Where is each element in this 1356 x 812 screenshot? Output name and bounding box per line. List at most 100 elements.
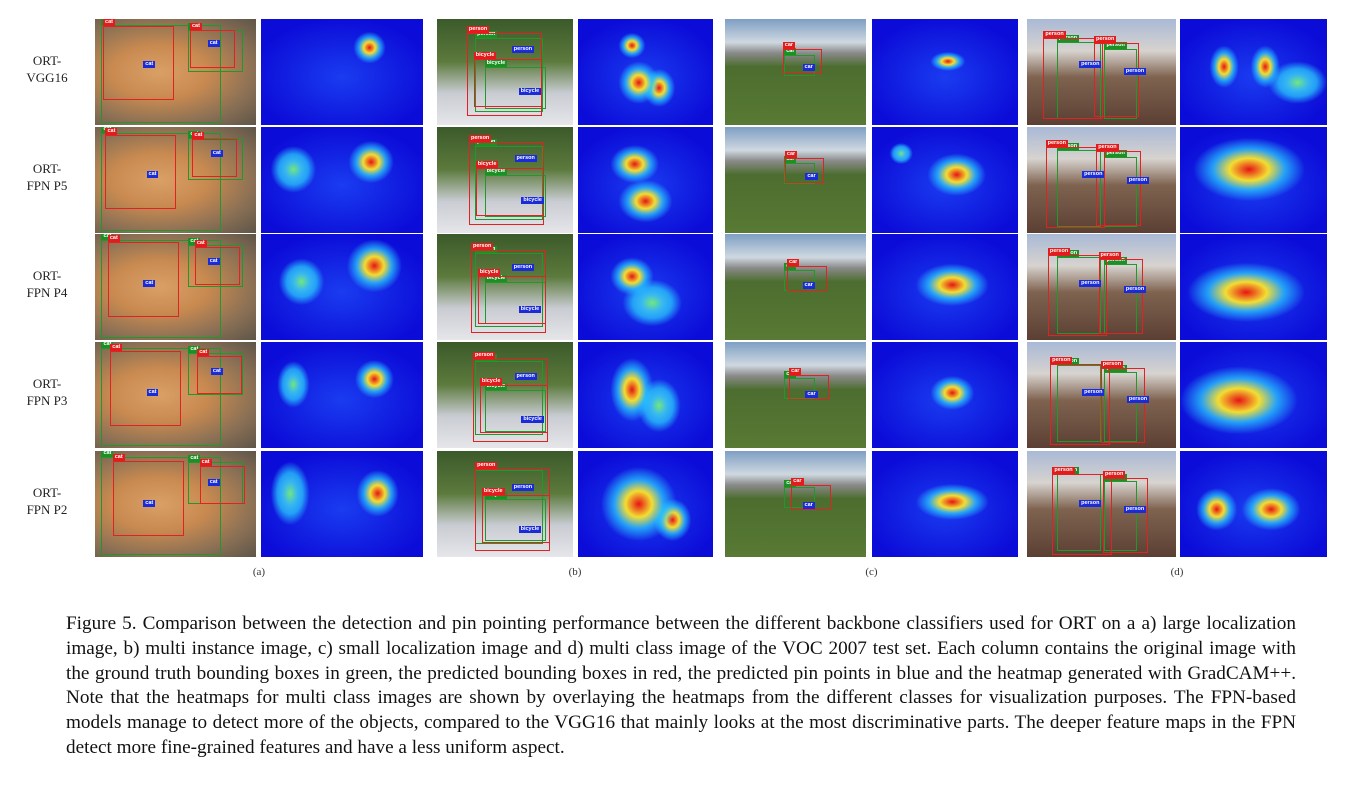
row-label-vgg16: ORT- VGG16 — [2, 52, 92, 86]
ground-truth-box — [1104, 480, 1138, 551]
predicted-tag: person — [1043, 31, 1066, 39]
predicted-tag: cat — [110, 344, 123, 352]
ground-truth-box — [784, 378, 816, 400]
predicted-tag: car — [782, 41, 796, 49]
pin-point-tag: person — [1082, 170, 1105, 178]
ground-truth-box — [484, 174, 546, 218]
ground-truth-box — [784, 487, 816, 509]
predicted-tag: car — [784, 150, 798, 158]
heatmap-d-p2 — [1180, 451, 1327, 557]
pin-point-tag: person — [511, 483, 535, 491]
ground-truth-tag: cat — [101, 234, 114, 241]
predicted-tag: person — [1045, 140, 1068, 148]
ground-truth-tag: car — [784, 480, 797, 488]
predicted-tag: person — [1052, 467, 1075, 475]
row-label-p3: ORT- FPN P3 — [2, 375, 92, 409]
heatmap-c-p3 — [872, 342, 1018, 448]
ground-truth-box — [188, 137, 244, 180]
row-label-line2: FPN P4 — [26, 285, 68, 300]
pin-point-tag: cat — [143, 279, 156, 287]
predicted-box — [105, 134, 177, 209]
predicted-box — [1043, 38, 1103, 119]
image-a-p3: cat cat cat cat cat cat — [95, 342, 256, 448]
image-c-p4: car car car — [725, 234, 866, 340]
pin-point-tag: person — [511, 45, 535, 53]
pin-point-tag: person — [511, 263, 535, 271]
predicted-box — [1098, 259, 1144, 334]
pin-point-tag: car — [805, 391, 818, 399]
predicted-tag: person — [468, 134, 492, 142]
pin-point-tag: person — [514, 155, 537, 163]
heatmap-c-p2 — [872, 451, 1018, 557]
predicted-box — [791, 484, 831, 511]
ground-truth-box — [475, 361, 544, 436]
heatmap-b-p4 — [578, 234, 713, 340]
predicted-tag: cat — [189, 22, 202, 30]
heatmap-a-vgg16 — [261, 19, 423, 125]
row-label-line1: ORT- — [32, 53, 62, 68]
predicted-box — [782, 48, 823, 75]
ground-truth-tag: cat — [188, 345, 201, 353]
heatmap-a-p3 — [261, 342, 423, 448]
row-label-line2: FPN P5 — [26, 178, 68, 193]
pin-point-tag: cat — [210, 367, 223, 375]
pin-point-tag: car — [802, 501, 815, 509]
predicted-tag: person — [466, 25, 490, 33]
ground-truth-box — [475, 38, 544, 113]
heatmap-d-p4 — [1180, 234, 1327, 340]
predicted-tag: person — [1094, 35, 1117, 43]
pin-point-tag: cat — [207, 258, 220, 266]
row-label-line2: FPN P3 — [26, 393, 68, 408]
heatmap-b-vgg16 — [578, 19, 713, 125]
pin-point-tag: person — [1079, 61, 1102, 69]
row-label-p4: ORT- FPN P4 — [2, 267, 92, 301]
predicted-tag: cat — [107, 235, 120, 243]
row-label-line1: ORT- — [32, 376, 62, 391]
predicted-box — [473, 59, 542, 108]
predicted-tag: cat — [103, 19, 115, 26]
predicted-tag: person — [1098, 252, 1121, 260]
predicted-box — [1102, 478, 1148, 553]
predicted-box — [789, 374, 829, 401]
pin-point-tag: cat — [143, 499, 156, 507]
pin-point-tag: person — [1126, 395, 1150, 403]
predicted-box — [1047, 255, 1108, 336]
predicted-tag: car — [787, 258, 800, 266]
image-a-p2: cat cat cat cat cat cat — [95, 451, 256, 557]
predicted-tag: person — [1050, 357, 1073, 365]
pin-point-tag: person — [1123, 285, 1147, 293]
pin-point-tag: car — [802, 281, 815, 289]
predicted-tag: person — [1102, 471, 1126, 479]
predicted-tag: person — [1100, 361, 1124, 369]
image-d-vgg16: person person person person person person — [1027, 19, 1176, 125]
image-c-p5: car car car — [725, 127, 866, 233]
ground-truth-box — [1104, 48, 1138, 119]
ground-truth-tag: car — [784, 156, 797, 164]
subfigure-label-d: (d) — [1170, 566, 1184, 578]
predicted-tag: person — [1047, 248, 1071, 256]
ground-truth-box — [1056, 257, 1102, 334]
predicted-box — [199, 465, 245, 504]
predicted-box — [481, 495, 550, 543]
pin-point-tag: bicycle — [518, 526, 542, 534]
predicted-box — [1045, 147, 1106, 228]
predicted-box — [479, 385, 548, 434]
pin-point-tag: person — [1082, 389, 1105, 397]
predicted-box — [1052, 474, 1112, 555]
ground-truth-box — [484, 498, 546, 542]
image-b-p5: person bicycle person bicycle person bicycle — [437, 127, 573, 233]
ground-truth-tag: person — [475, 31, 498, 39]
ground-truth-box — [101, 457, 221, 555]
ground-truth-tag: person — [1104, 149, 1127, 157]
ground-truth-box — [1056, 150, 1102, 227]
heatmap-b-p5 — [578, 127, 713, 233]
ground-truth-tag: cat — [188, 454, 201, 462]
ground-truth-tag: car — [784, 48, 797, 56]
pin-point-tag: cat — [207, 478, 220, 486]
predicted-tag: cat — [105, 127, 118, 135]
